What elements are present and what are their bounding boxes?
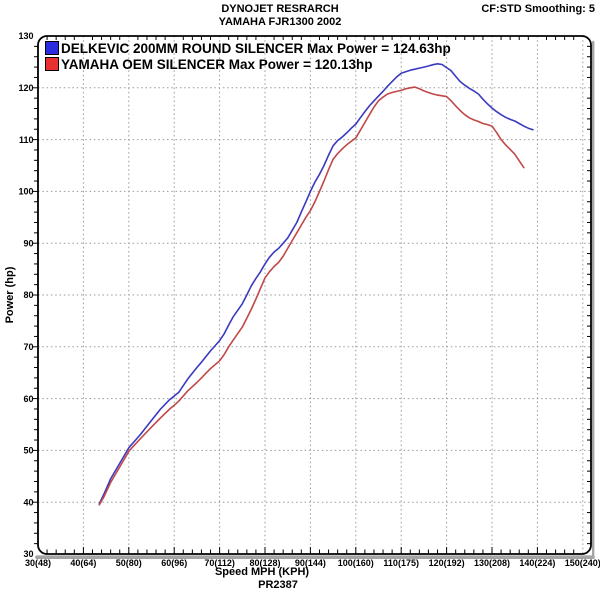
y-tick-label: 50 — [23, 446, 33, 456]
frame-shadow — [35, 40, 595, 560]
y-tick-label: 100 — [18, 187, 33, 197]
x-tick-label: 90(144) — [295, 558, 326, 568]
x-tick-label: 30(48) — [25, 558, 51, 568]
grid — [38, 36, 591, 554]
y-tick-label: 90 — [23, 238, 33, 248]
y-tick-label: 40 — [23, 497, 33, 507]
x-tick-label: 80(128) — [249, 558, 280, 568]
series-delkevic-line — [98, 62, 534, 505]
y-tick-label: 120 — [18, 83, 33, 93]
x-tick-label: 150(240) — [565, 558, 600, 568]
x-tick-label: 120(192) — [429, 558, 465, 568]
y-tick-label: 80 — [23, 290, 33, 300]
x-tick-label: 110(175) — [383, 558, 419, 568]
smoothing-info: CF:STD Smoothing: 5 — [481, 3, 595, 15]
y-axis-title: Power (hp) — [4, 266, 16, 324]
legend-label-yamaha-oem: YAMAHA OEM SILENCER Max Power = 120.13hp — [61, 56, 373, 72]
legend-swatch-red-icon — [45, 57, 59, 71]
x-tick-label: 140(224) — [519, 558, 555, 568]
chart-header: DYNOJET RESRARCH YAMAHA FJR1300 2002 — [0, 3, 560, 29]
tick-labels: 30 40 50 60 70 80 90 100 110 120 130 30(48) 40(64) 50… — [18, 31, 600, 568]
y-tick-label: 70 — [23, 342, 33, 352]
y-tick-label: 30 — [23, 549, 33, 559]
run-number: PR2387 — [258, 579, 298, 591]
x-tick-label: 50(80) — [116, 558, 142, 568]
x-axis-title: Speed MPH (KPH) — [214, 566, 310, 578]
chart-legend: DELKEVIC 200MM ROUND SILENCER Max Power … — [45, 40, 451, 72]
y-tick-label: 110 — [19, 135, 34, 145]
x-tick-label: 60(96) — [161, 558, 187, 568]
y-tick-label: 60 — [23, 394, 33, 404]
legend-item-yamaha-oem: YAMAHA OEM SILENCER Max Power = 120.13hp — [45, 56, 451, 72]
app-title: DYNOJET RESRARCH — [221, 3, 339, 15]
series-yamaha-line — [98, 86, 525, 506]
x-tick-label: 130(208) — [474, 558, 510, 568]
x-tick-label: 70(112) — [204, 558, 235, 568]
plot-frame — [37, 35, 592, 555]
run-title: YAMAHA FJR1300 2002 — [218, 16, 342, 28]
legend-swatch-blue-icon — [45, 41, 59, 55]
legend-item-delkevic: DELKEVIC 200MM ROUND SILENCER Max Power … — [45, 40, 451, 56]
legend-label-delkevic: DELKEVIC 200MM ROUND SILENCER Max Power … — [61, 40, 451, 56]
x-tick-label: 40(64) — [70, 558, 96, 568]
y-tick-label: 130 — [18, 31, 33, 41]
x-tick-label: 100(160) — [338, 558, 374, 568]
